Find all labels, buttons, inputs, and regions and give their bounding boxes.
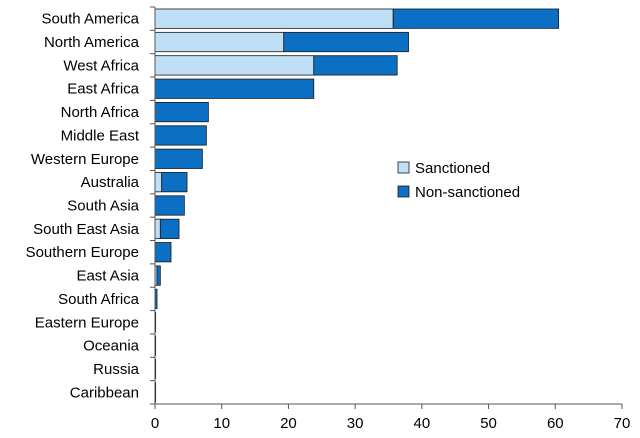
x-tick-label: 40 xyxy=(414,415,431,432)
category-label: Middle East xyxy=(61,127,140,144)
category-labels: South America North America West Africa Eas… xyxy=(26,11,140,402)
category-label: Caribbean xyxy=(70,384,139,401)
bar-sanctioned xyxy=(154,8,394,29)
category-label: South Asia xyxy=(67,198,139,215)
legend-swatch xyxy=(397,185,410,198)
legend-swatch xyxy=(397,161,410,174)
bar-non-sanctioned xyxy=(161,172,188,193)
category-label: North Africa xyxy=(61,104,140,121)
bar-sanctioned xyxy=(154,218,161,239)
bar-non-sanctioned xyxy=(392,8,560,29)
category-label: South Africa xyxy=(58,291,140,308)
bar-non-sanctioned xyxy=(313,55,398,76)
bar-sanctioned xyxy=(154,55,315,76)
bar-non-sanctioned xyxy=(283,31,409,53)
x-tick-label: 20 xyxy=(280,415,297,432)
bar-non-sanctioned xyxy=(154,195,185,216)
x-tick-label: 10 xyxy=(213,415,230,432)
category-label: Russia xyxy=(93,361,140,378)
bar-non-sanctioned xyxy=(154,148,203,169)
category-label: South America xyxy=(41,11,139,28)
bar-sanctioned xyxy=(154,172,163,193)
x-tick-label: 70 xyxy=(614,415,631,432)
category-label: Oceania xyxy=(83,338,140,355)
legend: Sanctioned Non-sanctioned xyxy=(397,160,520,201)
category-label: Southern Europe xyxy=(26,244,139,261)
category-label: West Africa xyxy=(63,57,139,74)
category-label: South East Asia xyxy=(33,221,140,238)
legend-label: Non-sanctioned xyxy=(415,184,520,201)
x-tick-label: 0 xyxy=(151,415,159,432)
bar-non-sanctioned xyxy=(154,78,315,99)
bar-non-sanctioned xyxy=(154,125,207,146)
axes-group: 0 10 20 30 40 50 60 70 xyxy=(150,6,631,432)
bars-group xyxy=(154,8,560,403)
x-tick-label: 30 xyxy=(347,415,364,432)
bar-non-sanctioned xyxy=(159,218,180,239)
category-label: Eastern Europe xyxy=(35,314,139,331)
category-label: East Africa xyxy=(67,81,139,98)
legend-label: Sanctioned xyxy=(415,160,490,177)
bar-sanctioned xyxy=(154,31,285,53)
bar-non-sanctioned xyxy=(156,265,161,286)
bar-non-sanctioned xyxy=(154,242,172,263)
category-label: East Asia xyxy=(76,268,139,285)
x-tick-label: 50 xyxy=(480,415,497,432)
category-label: Western Europe xyxy=(31,151,139,168)
category-label: Australia xyxy=(81,174,140,191)
bar-non-sanctioned xyxy=(154,101,209,123)
category-label: North America xyxy=(44,34,140,51)
x-tick-label: 60 xyxy=(547,415,564,432)
